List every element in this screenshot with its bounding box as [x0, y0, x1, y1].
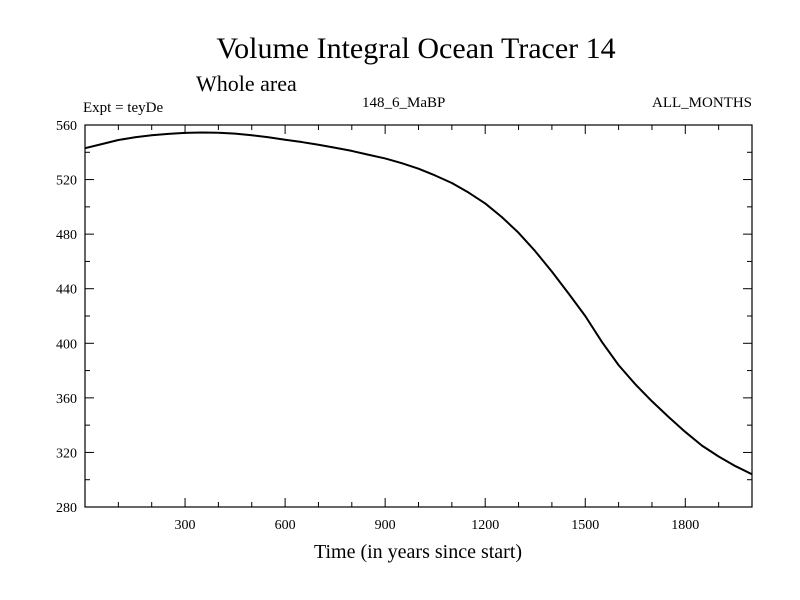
x-tick-label: 1500 [571, 518, 599, 533]
x-tick-label: 600 [275, 518, 296, 533]
y-tick-label: 520 [56, 174, 77, 189]
x-tick-label: 300 [175, 518, 196, 533]
x-axis-label: Time (in years since start) [314, 541, 522, 563]
experiment-label: Expt = teyDe [83, 100, 163, 116]
y-tick-label: 440 [56, 283, 77, 298]
axis-tick-labels: 300 600 900 1200 1500 1800 280 320 360 400 440 480 5… [56, 119, 699, 533]
x-tick-label: 1200 [471, 518, 499, 533]
x-tick-label: 900 [375, 518, 396, 533]
y-tick-label: 360 [56, 392, 77, 407]
run-label: 148_6_MaBP [362, 95, 445, 111]
months-label: ALL_MONTHS [652, 95, 752, 111]
y-tick-label: 280 [56, 501, 77, 516]
chart-subtitle: Whole area [196, 71, 297, 96]
y-tick-label: 560 [56, 119, 77, 134]
chart-title: Volume Integral Ocean Tracer 14 [216, 32, 615, 65]
x-tick-label: 1800 [671, 518, 699, 533]
plot-frame [84, 124, 753, 508]
y-tick-label: 320 [56, 446, 77, 461]
y-tick-label: 400 [56, 337, 77, 352]
axis-ticks [84, 124, 753, 508]
series-line [84, 131, 753, 476]
y-tick-label: 480 [56, 228, 77, 243]
